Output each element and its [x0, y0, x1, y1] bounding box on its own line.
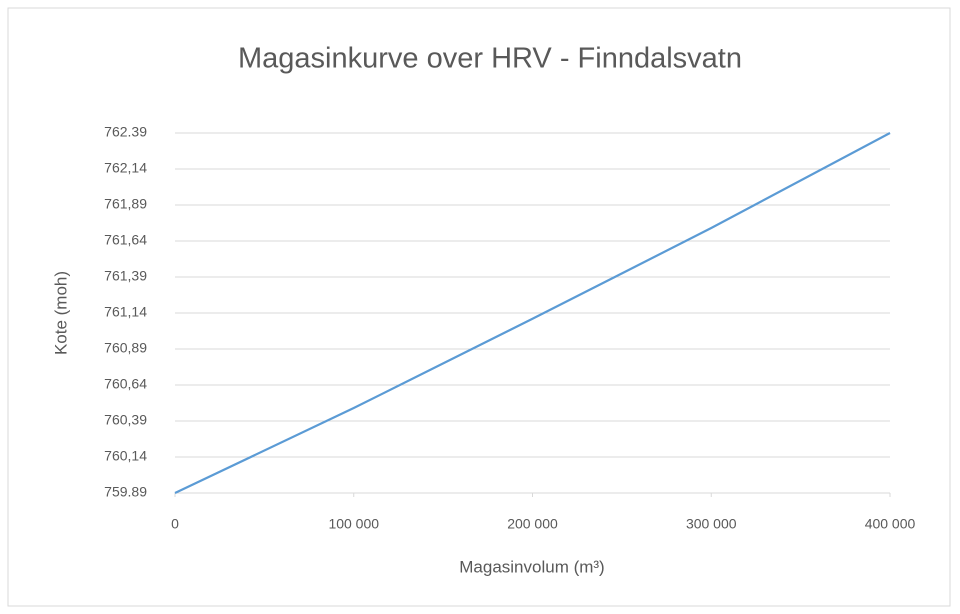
y-tick-label: 761,39	[104, 268, 147, 284]
y-tick-label: 760,39	[104, 412, 147, 428]
chart-title: Magasinkurve over HRV - Finndalsvatn	[238, 43, 742, 75]
y-tick-label: 760,64	[104, 376, 147, 392]
y-tick-label: 759.89	[104, 484, 147, 500]
y-tick-label: 761,14	[104, 304, 147, 320]
data-line	[174, 132, 891, 494]
y-tick-label: 760,89	[104, 340, 147, 356]
chart-frame	[7, 7, 951, 607]
x-tick-label: 100 000	[328, 516, 379, 532]
y-axis-label: Kote (moh)	[51, 271, 70, 355]
y-tick-label: 762,14	[104, 160, 147, 176]
y-tick-label: 760,14	[104, 448, 147, 464]
y-tick-label: 761,64	[104, 232, 147, 248]
y-tick-label: 762.39	[104, 124, 147, 140]
x-tick-label: 400 000	[865, 516, 916, 532]
x-axis-label: Magasinvolum (m³)	[459, 557, 604, 576]
x-tick-label: 300 000	[686, 516, 737, 532]
x-tick-label: 200 000	[507, 516, 558, 532]
y-tick-label: 761,89	[104, 196, 147, 212]
x-tick-label: 0	[171, 516, 179, 532]
